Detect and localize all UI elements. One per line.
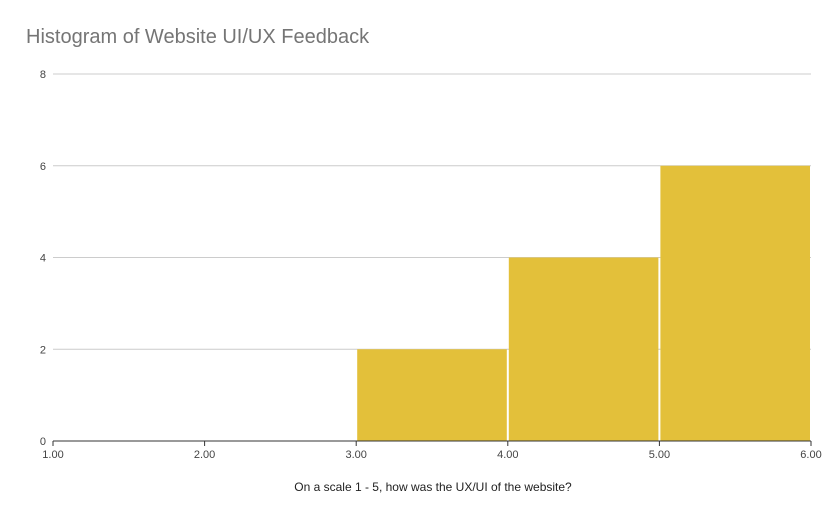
y-tick-label: 0 — [40, 436, 46, 448]
y-tick-label: 8 — [40, 69, 46, 81]
y-tick-label: 2 — [40, 344, 46, 356]
y-tick-label: 4 — [40, 253, 46, 265]
x-tick-label: 5.00 — [649, 449, 670, 461]
x-tick-label: 4.00 — [497, 449, 518, 461]
chart-title: Histogram of Website UI/UX Feedback — [26, 26, 370, 48]
x-axis-label: On a scale 1 - 5, how was the UX/UI of t… — [294, 480, 572, 494]
y-tick-label: 6 — [40, 161, 46, 173]
histogram-bar — [508, 257, 659, 441]
histogram-bar — [660, 165, 810, 441]
x-tick-label: 3.00 — [345, 449, 366, 461]
x-tick-label: 1.00 — [42, 449, 63, 461]
x-tick-label: 2.00 — [194, 449, 215, 461]
histogram-bar — [357, 349, 507, 441]
x-tick-label: 6.00 — [800, 449, 821, 461]
